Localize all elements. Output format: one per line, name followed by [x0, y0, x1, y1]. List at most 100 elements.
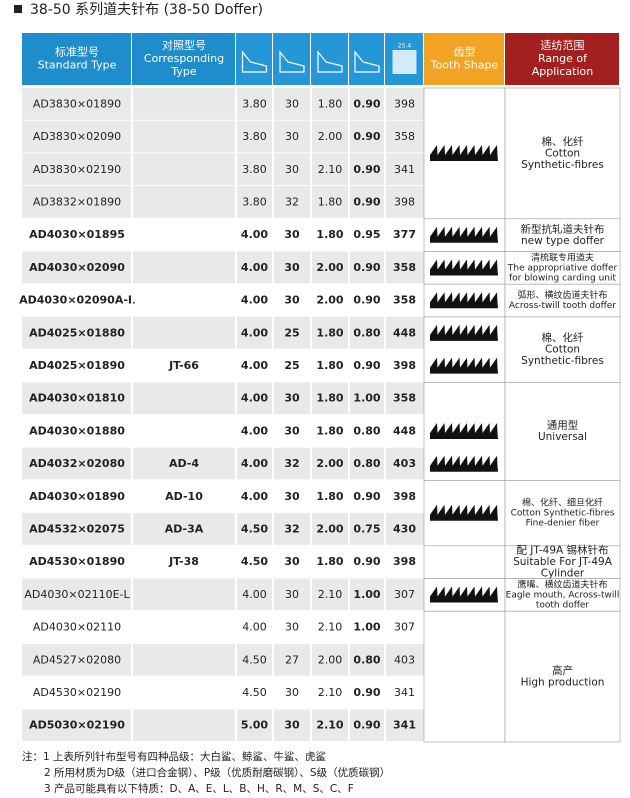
- row-bg: [22, 284, 424, 317]
- spec-value: 30: [284, 261, 300, 274]
- spec-value: 358: [393, 261, 416, 274]
- tooth-shape: [430, 292, 498, 309]
- spec-value: 32: [284, 522, 299, 535]
- row-bg: [22, 611, 424, 644]
- title: 38-50 系列道夫针布 (38-50 Doffer): [30, 2, 263, 18]
- range-cell: [504, 545, 621, 579]
- header-text: Corresponding: [144, 52, 224, 65]
- header-cell: [236, 33, 272, 85]
- spec-value: 341: [394, 163, 415, 176]
- application-text: High production: [521, 676, 605, 688]
- spec-value: 3.80: [242, 130, 267, 143]
- spec-value: 448: [393, 326, 416, 339]
- application-text: new type doffer: [521, 235, 605, 247]
- row-bg: [22, 643, 424, 677]
- spec-value: 1.80: [316, 392, 343, 405]
- header-cell: [273, 33, 310, 85]
- row-bg: [22, 415, 424, 448]
- spec-value: 4.50: [241, 522, 268, 535]
- spec-value: 3.80: [242, 163, 267, 176]
- spec-value: 2.00: [316, 457, 343, 470]
- spec-value: 4.00: [241, 326, 268, 339]
- standard-type: AD4030×01895: [29, 228, 125, 241]
- spec-value: 430: [393, 522, 416, 535]
- row-bg: [22, 349, 424, 383]
- spec-value: 4.00: [241, 392, 268, 405]
- header-text: 齿型: [454, 45, 476, 59]
- corresponding-type: AD-3A: [165, 522, 204, 535]
- spec-value: 30: [285, 621, 299, 634]
- header-text: Standard Type: [38, 59, 117, 72]
- spec-value: 2.10: [318, 621, 343, 634]
- application-text: Cotton: [545, 147, 580, 159]
- tooth-cell: [423, 610, 506, 743]
- spec-value: 1.80: [316, 424, 343, 437]
- spec-value: 0.90: [353, 719, 380, 732]
- row-bg: [22, 186, 424, 219]
- application-text: for blowing carding unit: [509, 273, 617, 283]
- spec-value: 1.80: [318, 195, 343, 208]
- note: 注：1 上表所列针布型号有四种品级：大白鲨、鲸鲨、牛鲨、虎鲨: [22, 750, 327, 763]
- spec-value: 5.00: [241, 719, 268, 732]
- application-text: 配 JT-49A 锡林针布: [516, 544, 608, 557]
- standard-type: AD4030×02110: [33, 621, 121, 634]
- header-text: 标准型号: [55, 45, 99, 59]
- spec-value: 2.10: [318, 686, 343, 699]
- header-icon: [317, 50, 343, 73]
- spec-value: 0.80: [353, 424, 380, 437]
- header-cell: [349, 33, 384, 85]
- spec-value: 4.00: [242, 621, 267, 634]
- spec-value: 1.00: [353, 392, 380, 405]
- application-text: Cotton: [545, 344, 580, 356]
- tooth-shape: [430, 586, 498, 603]
- spec-value: 30: [285, 130, 299, 143]
- range-cell: [504, 87, 621, 220]
- spec-value: 341: [393, 719, 416, 732]
- spec-value: 1.00: [353, 588, 380, 601]
- spec-value: 2.10: [316, 719, 343, 732]
- spec-value: 4.00: [242, 588, 267, 601]
- application-text: 高产: [552, 664, 573, 677]
- spec-value: 0.90: [353, 163, 380, 176]
- spec-value: 1.80: [316, 490, 343, 503]
- spec-value: 0.90: [353, 97, 380, 110]
- spec-value: 30: [284, 228, 300, 241]
- standard-type: AD4032×02080: [29, 457, 125, 470]
- spec-value: 398: [393, 490, 416, 503]
- standard-type: AD4025×01890: [29, 359, 125, 372]
- header-icon: [279, 50, 305, 73]
- spec-value: 403: [394, 653, 415, 666]
- row-bg: [22, 120, 424, 154]
- range-cell: [504, 480, 621, 547]
- standard-type: AD4530×02190: [33, 686, 121, 699]
- range-cell: [504, 610, 621, 743]
- tooth-shape: [430, 145, 498, 162]
- header-icon: [241, 50, 268, 73]
- spec-value: 1.80: [316, 555, 343, 568]
- spec-value: 4.00: [241, 261, 268, 274]
- spec-value: 1.80: [316, 326, 343, 339]
- spec-value: 0.75: [353, 522, 380, 535]
- application-text: Eagle mouth, Across-twill: [506, 590, 620, 600]
- spec-value: 4.50: [242, 653, 267, 666]
- row-bg: [22, 676, 424, 710]
- spec-value: 1.80: [316, 228, 343, 241]
- standard-type: AD5030×02190: [29, 719, 125, 732]
- row-bg: [22, 88, 424, 121]
- application-text: Cylinder: [541, 568, 585, 580]
- header-cell: [22, 33, 131, 85]
- header-cell: [505, 33, 619, 85]
- spec-value: 2.10: [318, 163, 343, 176]
- application-text: 棉、化纤: [542, 331, 584, 344]
- standard-type: AD4030×01810: [29, 392, 125, 405]
- spec-value: 4.50: [241, 555, 268, 568]
- tooth-shape: [430, 504, 498, 521]
- range-cell: [504, 316, 621, 383]
- row-bg: [22, 709, 424, 742]
- spec-value: 30: [284, 392, 300, 405]
- spec-value: 1.00: [353, 621, 380, 634]
- standard-type: AD4030×01880: [29, 424, 125, 437]
- spec-value: 0.90: [353, 195, 380, 208]
- spec-value: 30: [284, 490, 300, 503]
